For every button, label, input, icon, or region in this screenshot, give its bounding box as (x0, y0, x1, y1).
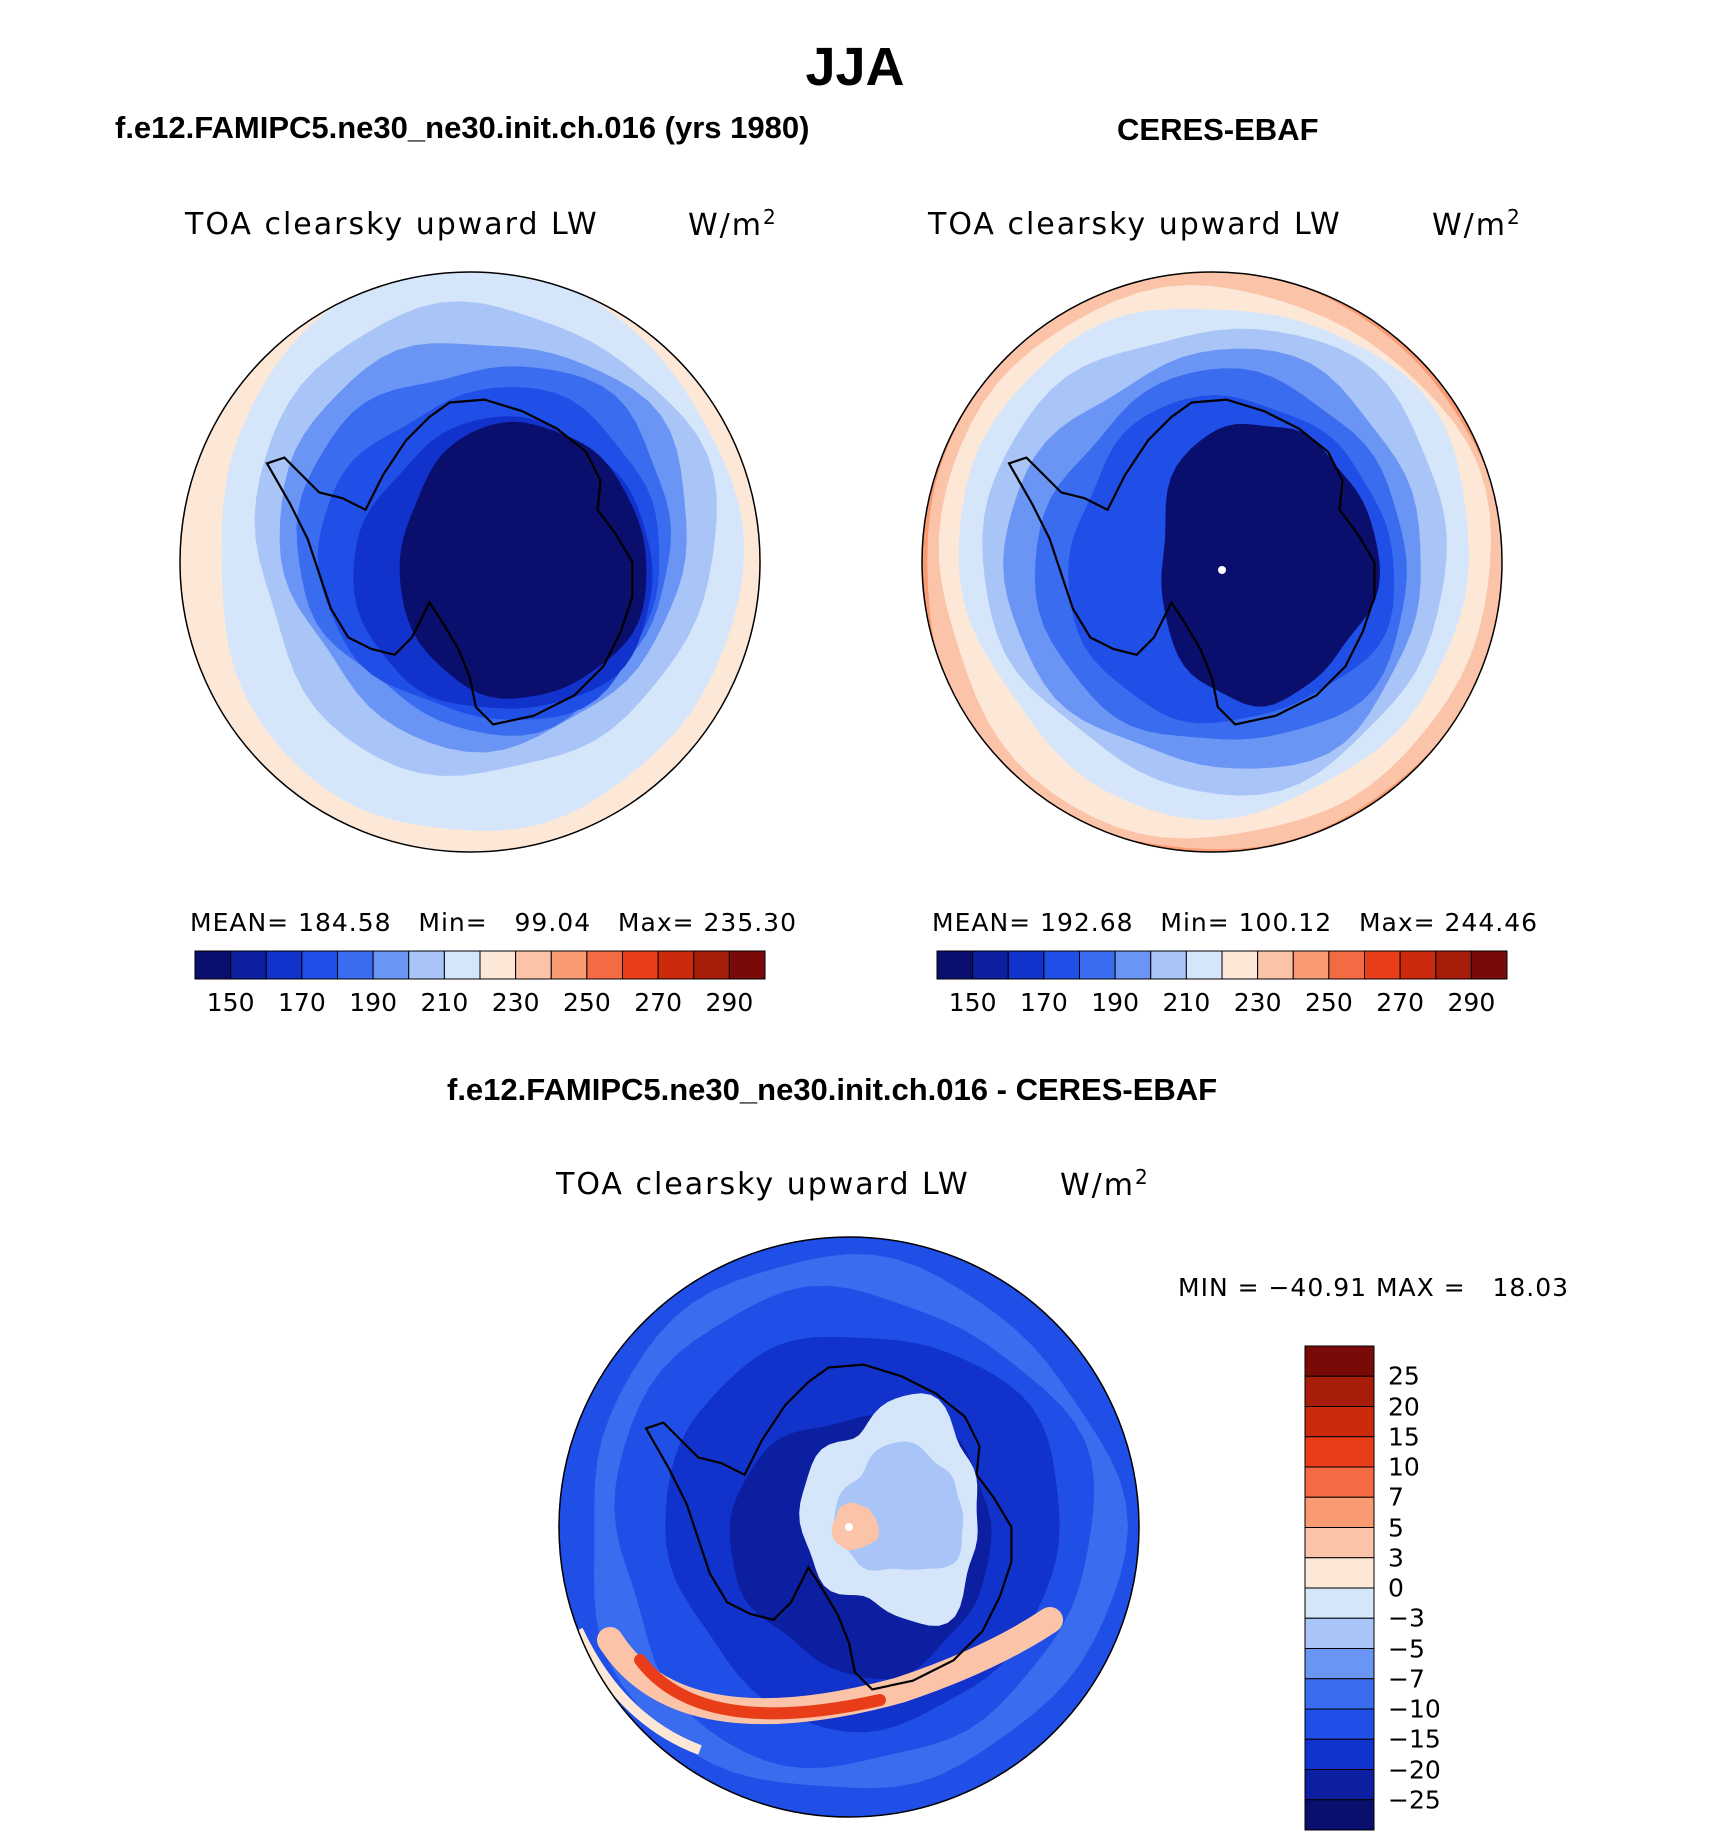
colorbar-cell (1221, 950, 1259, 980)
colorbar-cell (265, 950, 303, 980)
figure-title: JJA (805, 37, 905, 97)
colorbar-cell (1304, 1708, 1375, 1740)
right-colorbar-tick-label: 150 (948, 988, 997, 1017)
colorbar-cell (1304, 1375, 1375, 1407)
colorbar-cell (194, 950, 232, 980)
colorbar-cell (972, 950, 1009, 980)
left-stats: MEAN= 184.58 Min= 99.04 Max= 235.30 (190, 908, 797, 937)
map-boundary (558, 1236, 1140, 1818)
contour-band (573, 1627, 702, 1755)
right-colorbar-tick-label: 250 (1305, 988, 1353, 1017)
colorbar-cell (1304, 1436, 1375, 1468)
left-panel-title: f.e12.FAMIPC5.ne30_ne30.init.ch.016 (yrs… (115, 110, 810, 145)
right-colorbar-tick-label: 170 (1020, 988, 1068, 1017)
left-units-label: W/m2 (688, 205, 778, 243)
diff-panel-title: f.e12.FAMIPC5.ne30_ne30.init.ch.016 - CE… (447, 1072, 1218, 1107)
colorbar-cell (1470, 950, 1508, 980)
colorbar-cell (515, 950, 552, 980)
right-colorbar-tick-label: 230 (1233, 988, 1282, 1017)
left-colorbar-ticks: 150 170 190 210 230 250 270 290 (0, 988, 1710, 1022)
colorbar-cell (1399, 950, 1437, 980)
right-panel-title: CERES-EBAF (1117, 112, 1319, 147)
colorbar-cell (230, 950, 267, 980)
colorbar-cell (728, 950, 766, 980)
colorbar-cell (301, 950, 338, 980)
colorbar-cell (443, 950, 481, 980)
left-map-field (179, 271, 761, 853)
map-boundary (921, 271, 1503, 853)
colorbar-cell (1114, 950, 1152, 980)
colorbar-cell (936, 950, 974, 980)
colorbar-cell (1304, 1799, 1375, 1831)
pole-marker (845, 1523, 853, 1531)
left-colorbar-tick-label: 230 (491, 988, 540, 1017)
left-colorbar-tick-label: 210 (420, 988, 469, 1017)
left-colorbar-tick-label: 170 (278, 988, 326, 1017)
colorbar-cell (1304, 1557, 1375, 1589)
colorbar-cell (550, 950, 588, 980)
contour-band (831, 1502, 879, 1551)
right-colorbar-tick-label: 210 (1162, 988, 1211, 1017)
contour-band (399, 421, 647, 699)
colorbar-cell (1292, 950, 1330, 980)
diff-colorbar (1304, 1345, 1375, 1831)
colorbar-cell (1304, 1738, 1375, 1770)
colorbar-cell (586, 950, 623, 980)
map-boundary (179, 271, 761, 853)
antarctica-coastline (265, 398, 634, 726)
colorbar-cell (657, 950, 695, 980)
colorbar-cell (1304, 1406, 1375, 1438)
right-colorbar-ticks: 150 170 190 210 230 250 270 290 (0, 988, 1710, 1022)
diff-variable-label: TOA clearsky upward LW (556, 1167, 970, 1202)
right-colorbar-tick-label: 270 (1376, 988, 1424, 1017)
colorbar-cell (1304, 1527, 1375, 1559)
colorbar-cell (1079, 950, 1116, 980)
colorbar-cell (1304, 1587, 1375, 1619)
colorbar-cell (1257, 950, 1294, 980)
antarctica-coastline (1007, 398, 1376, 726)
pole-marker (1218, 566, 1226, 574)
colorbar-cell (372, 950, 410, 980)
colorbar-cell (1043, 950, 1080, 980)
colorbar-cell (1364, 950, 1401, 980)
colorbar-cell (408, 950, 445, 980)
left-colorbar-tick-label: 190 (349, 988, 397, 1017)
contour-band (634, 1654, 886, 1720)
left-colorbar-tick-label: 290 (705, 988, 754, 1017)
colorbar-cell (1328, 950, 1365, 980)
right-colorbar-tick-label: 190 (1091, 988, 1139, 1017)
contour-band (1161, 423, 1380, 707)
colorbar-cell (1435, 950, 1472, 980)
left-colorbar (194, 950, 766, 980)
right-map-field (921, 271, 1503, 853)
colorbar-cell (1304, 1466, 1375, 1498)
left-colorbar-tick-label: 150 (206, 988, 255, 1017)
left-variable-label: TOA clearsky upward LW (185, 207, 599, 242)
right-colorbar (936, 950, 1508, 980)
colorbar-cell (693, 950, 730, 980)
colorbar-cell (1185, 950, 1223, 980)
colorbar-cell (1304, 1617, 1375, 1649)
right-colorbar-tick-label: 290 (1447, 988, 1496, 1017)
colorbar-cell (1304, 1648, 1375, 1680)
colorbar-cell (337, 950, 374, 980)
diff-units-label: W/m2 (1060, 1165, 1150, 1203)
colorbar-cell (1304, 1496, 1375, 1528)
colorbar-cell (1150, 950, 1187, 980)
left-colorbar-tick-label: 250 (563, 988, 611, 1017)
colorbar-cell (1304, 1769, 1375, 1801)
colorbar-cell (479, 950, 517, 980)
right-units-label: W/m2 (1432, 205, 1522, 243)
colorbar-cell (1007, 950, 1045, 980)
right-variable-label: TOA clearsky upward LW (928, 207, 1342, 242)
diff-stats: MIN = −40.91 MAX = 18.03 (1178, 1273, 1570, 1302)
colorbar-cell (622, 950, 659, 980)
antarctica-coastline (644, 1363, 1013, 1691)
colorbar-cell (1304, 1345, 1375, 1377)
right-stats: MEAN= 192.68 Min= 100.12 Max= 244.46 (932, 908, 1539, 937)
colorbar-cell (1304, 1678, 1375, 1710)
left-colorbar-tick-label: 270 (634, 988, 682, 1017)
